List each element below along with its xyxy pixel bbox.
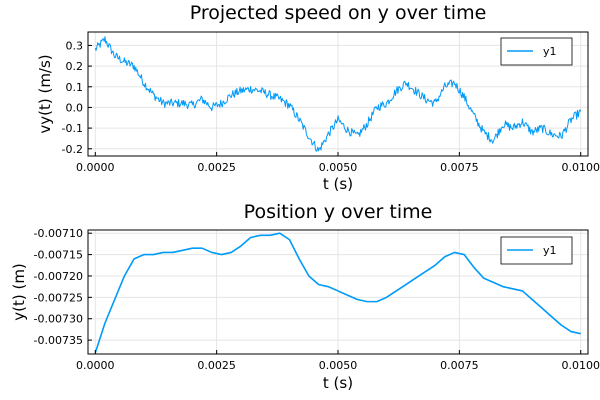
series-line-y1: [94, 36, 582, 152]
y-tick-label: -0.00735: [34, 334, 83, 347]
tick-layer: 0.0000 0.0025 0.0050 0.0075 0.0100 -0.00735 -0…: [34, 227, 600, 372]
series-layer: [94, 232, 581, 354]
y-tick-label: 0.3: [66, 39, 84, 52]
chart-position: Position y over time 0.0000 0.0025 0.0050 0…: [10, 201, 600, 392]
y-tick-label: 0.2: [66, 60, 84, 73]
y-axis-label: vy(t) (m/s): [36, 54, 54, 133]
chart-speed: Projected speed on y over time 0.0000 0.0…: [36, 2, 600, 193]
series-line-y1: [94, 232, 581, 354]
x-tick-label: 0.0050: [319, 161, 358, 174]
legend-label: y1: [543, 45, 557, 58]
y-tick-label: -0.00715: [34, 249, 83, 262]
y-tick-label: -0.00720: [34, 270, 83, 283]
x-tick-label: 0.0025: [197, 161, 236, 174]
y-tick-label: 0.1: [66, 81, 84, 94]
x-axis-label: t (s): [323, 175, 353, 193]
legend: y1: [500, 37, 573, 66]
y-tick-label: 0.0: [66, 101, 84, 114]
tick-layer: 0.0000 0.0025 0.0050 0.0075 0.0100 -0.2 -0.1 0.…: [62, 39, 600, 174]
legend: y1: [500, 236, 573, 265]
series-layer: [94, 36, 582, 152]
y-tick-label: -0.2: [62, 143, 83, 156]
chart-title: Position y over time: [244, 201, 433, 223]
y-tick-label: -0.1: [62, 122, 83, 135]
y-axis-label: y(t) (m): [10, 263, 28, 321]
y-tick-label: -0.00730: [34, 313, 83, 326]
x-tick-label: 0.0075: [440, 359, 479, 372]
x-tick-label: 0.0000: [76, 359, 115, 372]
x-tick-label: 0.0050: [319, 359, 358, 372]
x-tick-label: 0.0025: [197, 359, 236, 372]
x-axis-label: t (s): [323, 374, 353, 392]
grid: [88, 230, 588, 354]
x-tick-label: 0.0000: [76, 161, 115, 174]
grid: [88, 32, 588, 156]
x-tick-label: 0.0100: [561, 161, 600, 174]
y-tick-label: -0.00710: [34, 227, 83, 240]
legend-label: y1: [543, 244, 557, 257]
y-tick-label: -0.00725: [34, 291, 83, 304]
x-tick-label: 0.0075: [440, 161, 479, 174]
chart-title: Projected speed on y over time: [190, 2, 487, 24]
x-tick-label: 0.0100: [561, 359, 600, 372]
